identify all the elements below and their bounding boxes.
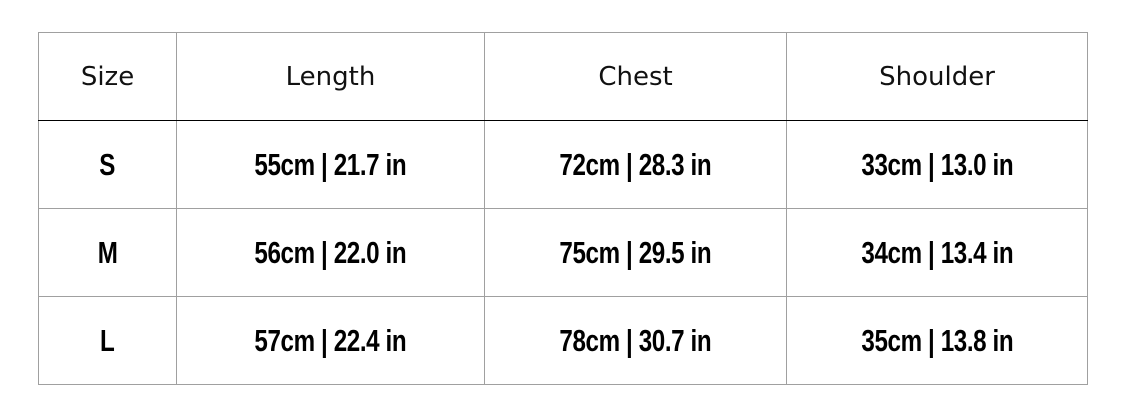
header-length: Length: [176, 32, 485, 121]
header-shoulder: Shoulder: [786, 32, 1088, 121]
header-row: Size Length Chest Shoulder: [38, 32, 1088, 121]
cell-size: L: [38, 296, 177, 385]
cell-shoulder: 34cm | 13.4 in: [786, 208, 1088, 297]
cell-length: 56cm | 22.0 in: [176, 208, 485, 297]
cell-size: S: [38, 120, 177, 209]
cell-size: M: [38, 208, 177, 297]
cell-chest: 75cm | 29.5 in: [484, 208, 787, 297]
table-row: L 57cm | 22.4 in 78cm | 30.7 in 35cm | 1…: [38, 296, 1088, 385]
header-chest: Chest: [484, 32, 787, 121]
table-row: S 55cm | 21.7 in 72cm | 28.3 in 33cm | 1…: [38, 120, 1088, 209]
cell-length: 55cm | 21.7 in: [176, 120, 485, 209]
header-size: Size: [38, 32, 177, 121]
cell-chest: 72cm | 28.3 in: [484, 120, 787, 209]
cell-shoulder: 33cm | 13.0 in: [786, 120, 1088, 209]
size-chart-table: Size Length Chest Shoulder S 55cm | 21.7…: [38, 32, 1088, 385]
cell-length: 57cm | 22.4 in: [176, 296, 485, 385]
cell-chest: 78cm | 30.7 in: [484, 296, 787, 385]
table-row: M 56cm | 22.0 in 75cm | 29.5 in 34cm | 1…: [38, 208, 1088, 297]
cell-shoulder: 35cm | 13.8 in: [786, 296, 1088, 385]
